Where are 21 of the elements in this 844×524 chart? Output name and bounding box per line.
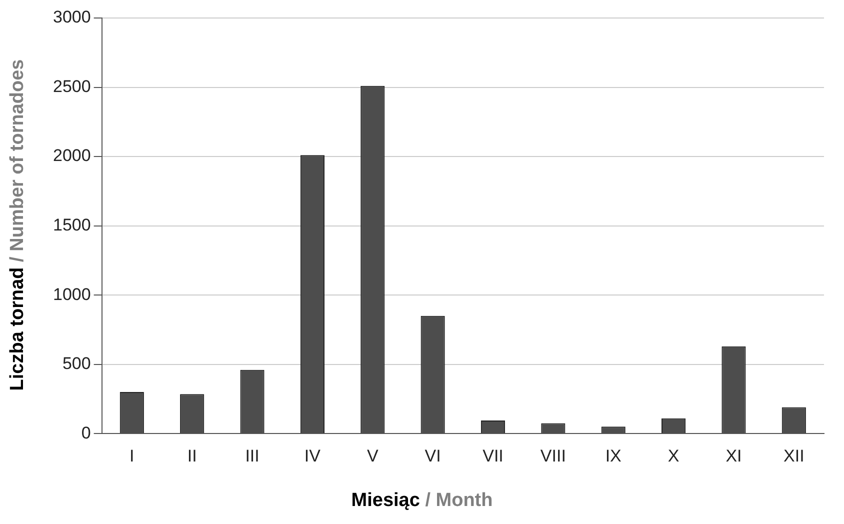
- y-tick-label: 2000: [52, 146, 91, 166]
- x-tick-label: II: [187, 446, 197, 466]
- y-tick-label: 2500: [52, 76, 91, 96]
- y-tick-label: 1500: [52, 215, 91, 234]
- y-tick-label: 1000: [52, 284, 91, 304]
- y-tick-label: 500: [62, 354, 91, 374]
- x-tick-label: XII: [784, 446, 804, 466]
- x-tick-label: IV: [304, 446, 322, 466]
- x-tick-label: I: [130, 446, 134, 466]
- x-axis-title: Miesiąc / Month: [350, 490, 494, 512]
- x-tick-label: III: [245, 446, 260, 466]
- y-tick-label: 0: [81, 423, 91, 442]
- x-tick-label: VIII: [540, 446, 566, 466]
- y-axis-title: Liczba tornad / Number of tornadoes: [7, 59, 29, 391]
- x-tick-label: VI: [424, 446, 441, 466]
- x-tick-label: VII: [482, 446, 504, 466]
- x-tick-label: IX: [605, 446, 622, 466]
- x-tick-label: V: [366, 446, 379, 466]
- y-tick-label: 3000: [52, 8, 91, 27]
- x-tick-label: XI: [726, 446, 742, 466]
- x-tick-label: X: [668, 446, 680, 466]
